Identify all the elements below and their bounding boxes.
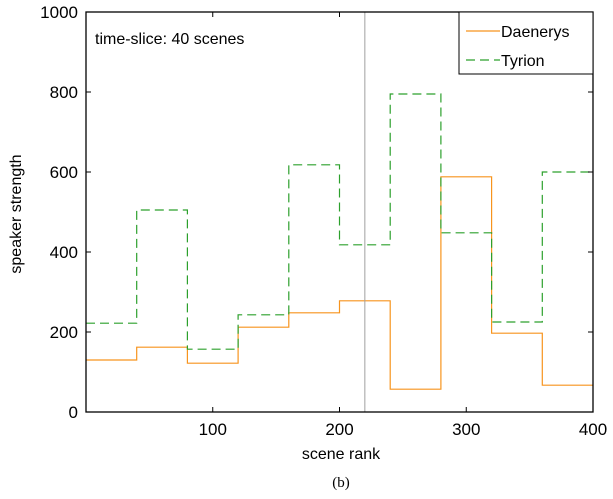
y-tick-label: 400 <box>50 243 78 262</box>
x-tick-label: 200 <box>325 420 353 439</box>
x-tick-label: 300 <box>452 420 480 439</box>
y-tick-label: 1000 <box>40 3 78 22</box>
x-tick-label: 100 <box>199 420 227 439</box>
y-tick-label: 0 <box>69 403 78 422</box>
legend: Daenerys Tyrion <box>458 11 594 75</box>
ticks-layer: 100 200 300 400 0 200 400 600 800 1000 <box>40 3 607 439</box>
legend-label-tyrion: Tyrion <box>501 53 545 70</box>
figure-caption: (b) <box>332 475 350 491</box>
series-line-daenerys <box>86 176 593 390</box>
x-axis-label: scene rank <box>302 446 381 463</box>
y-tick-label: 200 <box>50 323 78 342</box>
y-axis-label: speaker strength <box>8 154 25 273</box>
y-tick-label: 600 <box>50 163 78 182</box>
annotation-text: time-slice: 40 scenes <box>95 31 244 48</box>
y-tick-label: 800 <box>50 83 78 102</box>
legend-label-daenerys: Daenerys <box>501 24 569 41</box>
series-line-tyrion <box>86 93 593 350</box>
legend-box <box>458 11 594 75</box>
series-layer <box>86 93 593 390</box>
x-tick-label: 400 <box>579 420 607 439</box>
